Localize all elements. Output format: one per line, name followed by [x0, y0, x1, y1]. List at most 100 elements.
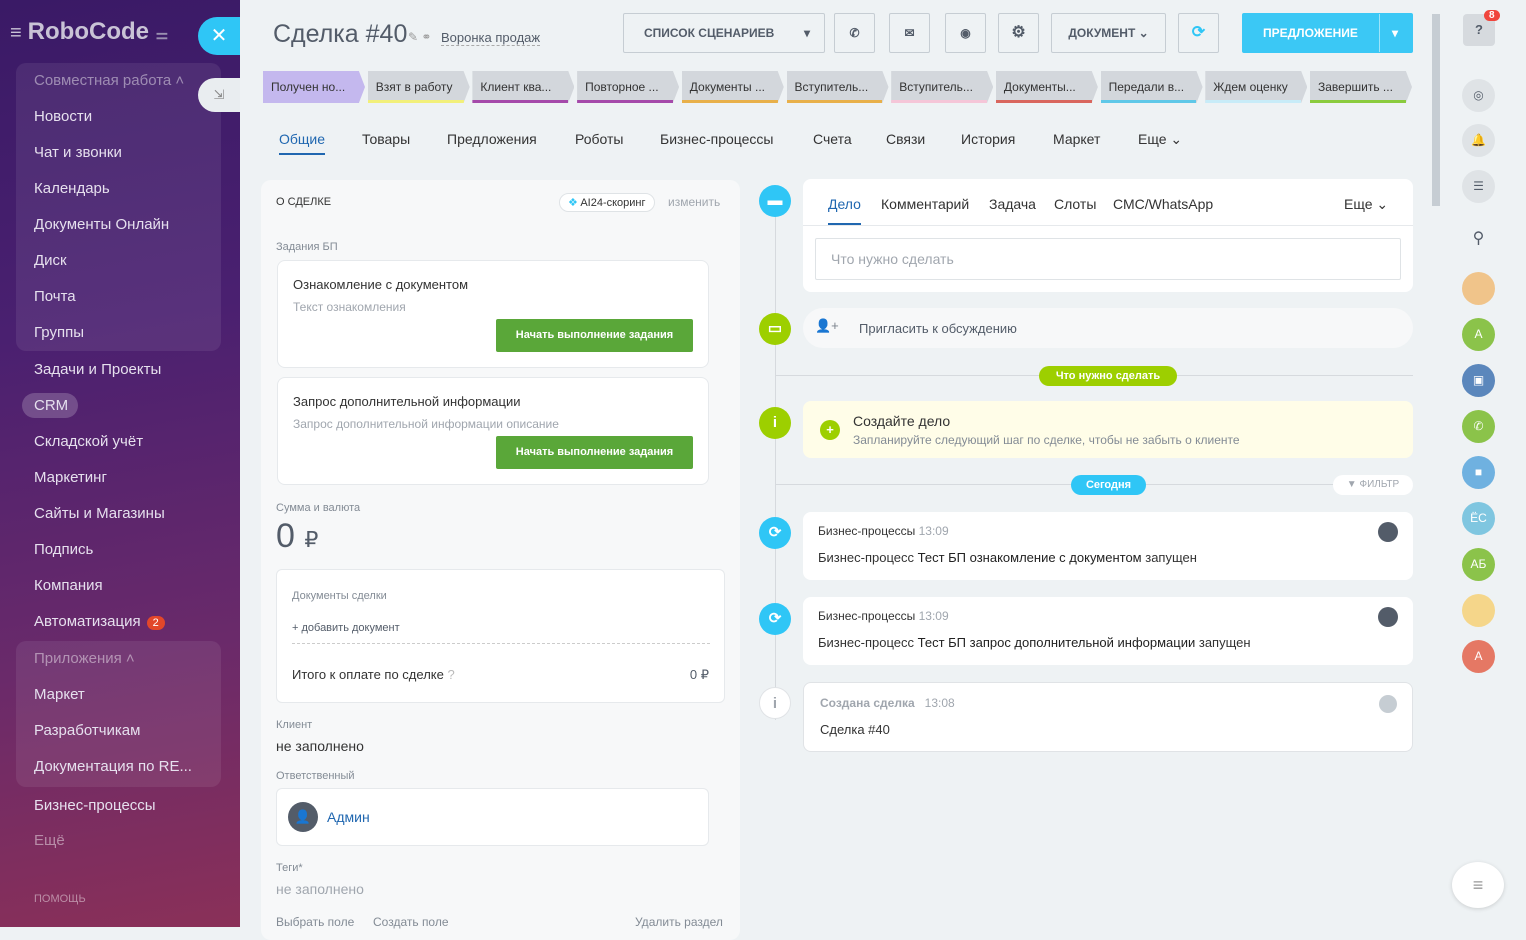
sidebar-item[interactable]: Маркет	[34, 686, 85, 703]
stage-0[interactable]: Получен но...	[263, 71, 365, 103]
ai-scoring-button[interactable]: ❖ AI24-скоринг	[559, 193, 655, 212]
phone-icon[interactable]: ✆	[834, 13, 875, 53]
stage-9[interactable]: Ждем оценку	[1205, 71, 1308, 103]
timeline-tab-3[interactable]: Слоты	[1054, 196, 1097, 212]
sidebar-item[interactable]: Бизнес-процессы	[34, 797, 156, 814]
bell-icon[interactable]: 🔔	[1462, 124, 1495, 157]
responsible-link[interactable]: Админ	[327, 809, 370, 825]
notification-badge: 8	[1484, 10, 1500, 21]
add-document-link[interactable]: + добавить документ	[292, 622, 400, 634]
sidebar-item[interactable]: Подпись	[34, 541, 94, 558]
invite-link[interactable]: Пригласить к обсуждению	[859, 321, 1017, 336]
sidebar-item[interactable]: Новости	[34, 108, 93, 125]
sidebar-item[interactable]: Группы	[34, 324, 84, 341]
stage-7[interactable]: Документы...	[995, 71, 1098, 103]
timeline-tab-4[interactable]: СМС/WhatsApp	[1113, 196, 1214, 212]
gear-icon[interactable]: ⚙	[998, 13, 1039, 53]
sidebar-item[interactable]: Разработчикам	[34, 722, 141, 739]
chat-icon[interactable]: ◉	[945, 13, 986, 53]
timeline-tab-1[interactable]: Комментарий	[881, 196, 970, 212]
stage-1[interactable]: Взят в работу	[367, 71, 470, 103]
tab-2[interactable]: Предложения	[447, 131, 537, 147]
tab-9[interactable]: Еще ⌄	[1138, 131, 1183, 147]
mail-icon[interactable]: ✉	[889, 13, 930, 53]
start-task-button[interactable]: Начать выполнение задания	[496, 436, 693, 469]
tab-1[interactable]: Товары	[362, 131, 411, 147]
sidebar-item[interactable]: Сайты и Магазины	[34, 505, 165, 522]
todo-input[interactable]: Что нужно сделать	[815, 238, 1401, 280]
sidebar-item[interactable]: Диск	[34, 252, 67, 269]
stage-8[interactable]: Передали в...	[1100, 71, 1203, 103]
close-button[interactable]: ✕	[198, 17, 240, 55]
sidebar-item[interactable]: Почта	[34, 288, 76, 305]
sidebar-item[interactable]: Документы Онлайн	[34, 216, 170, 233]
avatar[interactable]: А	[1462, 318, 1495, 351]
sidebar-item[interactable]: Маркетинг	[34, 469, 107, 486]
sidebar-item[interactable]: Приложения ˄	[34, 650, 135, 667]
sidebar-item[interactable]: Компания	[34, 577, 103, 594]
sidebar-item[interactable]: Документация по RE...	[34, 758, 192, 775]
stage-10[interactable]: Завершить ...	[1310, 71, 1412, 103]
tab-8[interactable]: Маркет	[1053, 131, 1101, 147]
tab-4[interactable]: Бизнес-процессы	[660, 131, 774, 147]
stage-6[interactable]: Вступитель...	[891, 71, 994, 103]
sidebar-group-collab	[16, 63, 221, 351]
sidebar-item[interactable]: Задачи и Проекты	[34, 361, 162, 378]
refresh-icon[interactable]: ⟳	[1178, 13, 1219, 53]
group-avatar[interactable]	[1462, 272, 1495, 305]
tab-6[interactable]: Связи	[886, 131, 926, 147]
create-field-link[interactable]: Создать поле	[373, 915, 449, 929]
delete-section-link[interactable]: Удалить раздел	[635, 915, 723, 929]
pin-icon[interactable]: ⇲	[198, 78, 240, 112]
sum-value: 0 ₽	[276, 517, 319, 555]
document-button[interactable]: ДОКУМЕНТ ⌄	[1051, 13, 1166, 53]
funnel-select[interactable]: Воронка продаж	[441, 30, 541, 46]
tags-value[interactable]: не заполнено	[276, 881, 364, 897]
help-link[interactable]: ПОМОЩЬ	[34, 893, 86, 905]
search-icon[interactable]: ⚲	[1472, 230, 1485, 247]
bot-avatar[interactable]	[1462, 594, 1495, 627]
logo[interactable]: ≡ RoboCode ⚌	[10, 18, 169, 45]
chat-list-icon[interactable]: ☰	[1462, 170, 1495, 203]
sidebar-item[interactable]: Автоматизация 2	[34, 613, 165, 633]
avatar[interactable]: АБ	[1462, 548, 1495, 581]
sidebar-item[interactable]: Складской учёт	[34, 433, 144, 450]
sidebar-item[interactable]: Ещё	[34, 832, 65, 849]
stage-2[interactable]: Клиент ква...	[472, 71, 575, 103]
stage-4[interactable]: Документы ...	[681, 71, 784, 103]
create-activity-banner[interactable]: + Создайте дело Запланируйте следующий ш…	[803, 401, 1413, 458]
info-icon: i	[759, 687, 791, 719]
scenarios-button[interactable]: СПИСОК СЦЕНАРИЕВ ▾	[623, 13, 825, 53]
help-icon[interactable]: ?	[1463, 14, 1495, 46]
invite-row[interactable]: 👤+ Пригласить к обсуждению	[803, 308, 1413, 348]
timeline-line	[775, 200, 776, 720]
sidebar-item[interactable]: CRM	[34, 397, 69, 414]
video-icon[interactable]: ■	[1462, 456, 1495, 489]
stage-3[interactable]: Повторное ...	[577, 71, 680, 103]
avatar[interactable]: А	[1462, 640, 1495, 673]
avatar[interactable]: ЁС	[1462, 502, 1495, 535]
call-icon[interactable]: ✆	[1462, 410, 1495, 443]
choose-field-link[interactable]: Выбрать поле	[276, 915, 355, 929]
sidebar-item[interactable]: Чат и звонки	[34, 144, 122, 161]
tab-3[interactable]: Роботы	[575, 131, 624, 147]
menu-icon[interactable]: ≡	[1452, 862, 1504, 908]
tab-7[interactable]: История	[961, 131, 1016, 147]
timeline-tab-0[interactable]: Дело	[828, 196, 861, 225]
tab-0[interactable]: Общие	[279, 131, 326, 155]
filter-button[interactable]: ▼ ФИЛЬТР	[1333, 475, 1413, 495]
client-value[interactable]: не заполнено	[276, 738, 364, 754]
stage-5[interactable]: Вступитель...	[786, 71, 889, 103]
edit-link[interactable]: изменить	[668, 195, 721, 209]
start-task-button[interactable]: Начать выполнение задания	[496, 319, 693, 352]
scrollbar[interactable]	[1430, 14, 1442, 927]
copilot-icon[interactable]: ◎	[1462, 79, 1495, 112]
timeline-tab-5[interactable]: Еще ⌄	[1344, 196, 1389, 212]
edit-pencil-icon[interactable]: ✎ ⚭	[408, 30, 432, 44]
timeline-tab-2[interactable]: Задача	[989, 196, 1036, 212]
sidebar-item[interactable]: Календарь	[34, 180, 110, 197]
tab-5[interactable]: Счета	[813, 131, 852, 147]
sidebar-item[interactable]: Совместная работа ˄	[34, 72, 185, 89]
offer-button[interactable]: ПРЕДЛОЖЕНИЕ ▾	[1242, 13, 1413, 53]
group-chat-icon[interactable]: ▣	[1462, 364, 1495, 397]
